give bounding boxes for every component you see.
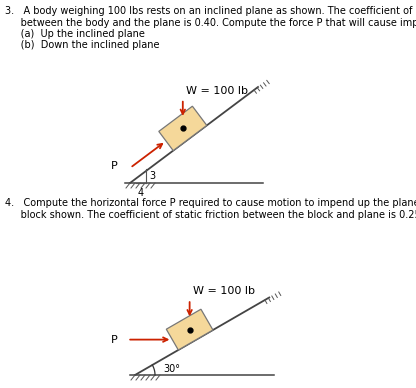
Polygon shape (159, 106, 207, 151)
Text: 4.   Compute the horizontal force P required to cause motion to impend up the pl: 4. Compute the horizontal force P requir… (5, 198, 416, 208)
Text: P: P (111, 334, 117, 345)
Text: W = 100 lb: W = 100 lb (193, 286, 255, 296)
Text: 30°: 30° (163, 364, 180, 374)
Text: W = 100 lb: W = 100 lb (186, 86, 248, 96)
Text: P: P (111, 161, 118, 171)
Text: block shown. The coefficient of static friction between the block and plane is 0: block shown. The coefficient of static f… (5, 210, 416, 220)
Text: 3: 3 (149, 171, 155, 181)
Text: 3.   A body weighing 100 lbs rests on an inclined plane as shown. The coefficien: 3. A body weighing 100 lbs rests on an i… (5, 6, 416, 16)
Text: 4: 4 (138, 188, 144, 198)
Text: (b)  Down the inclined plane: (b) Down the inclined plane (5, 40, 159, 50)
Text: (a)  Up the inclined plane: (a) Up the inclined plane (5, 29, 145, 39)
Text: between the body and the plane is 0.40. Compute the force P that will cause impe: between the body and the plane is 0.40. … (5, 17, 416, 28)
Polygon shape (166, 309, 213, 350)
